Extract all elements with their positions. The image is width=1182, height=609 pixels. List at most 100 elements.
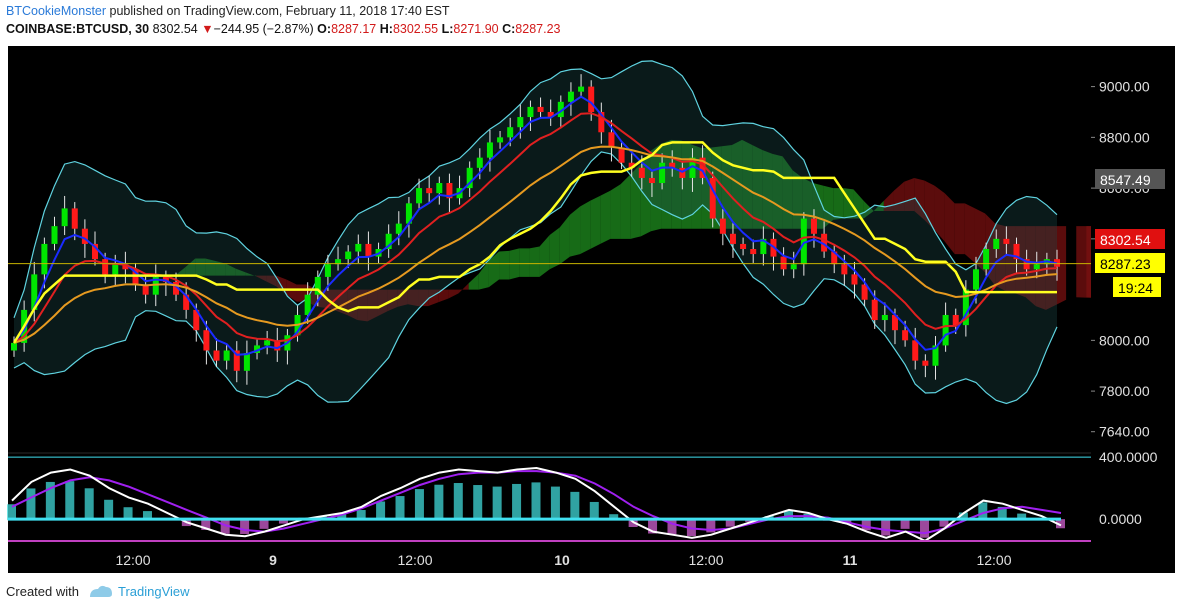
candle-body [780,256,787,270]
candle-body [416,188,423,204]
cloud-segment [468,273,479,290]
candle-body [628,162,635,168]
cloud-segment [569,206,581,257]
candle-body [962,289,969,326]
histogram-bar [26,488,36,521]
candle-body [233,350,240,371]
candle-body [699,157,706,178]
candle-body [952,314,959,326]
candle-body [851,274,858,285]
histogram-bar [958,512,968,521]
candle-body [51,226,58,244]
signal-line [11,470,1062,535]
cloud-segment [499,250,510,280]
cloud-segment [529,246,540,277]
candle-body [608,132,615,148]
price-axis: 9000.008800.008600.008400.008000.007800.… [1091,46,1175,452]
candle-body [618,147,625,163]
oscillator-tick-label: 400.0000 [1099,449,1158,465]
candle-body [142,284,149,295]
candle-body [1023,259,1030,270]
cloud-segment [195,258,206,276]
down-arrow-icon: ▼ [201,22,214,36]
last-price: 8302.54 [152,22,198,36]
candle-body [547,111,554,118]
histogram-bar [278,519,288,524]
cloud-segment [600,190,611,244]
candle-body [871,299,878,321]
candle-body [912,340,919,361]
candle-body [709,177,716,219]
cloud-segment [721,144,732,229]
histogram-bar [861,519,871,531]
candle-body [274,340,281,351]
candle-body [800,218,807,265]
low-label: L: [441,22,454,36]
candle-body [507,127,514,138]
price-change: −244.95 (−2.87%) [213,22,314,36]
histogram-bar [45,481,55,521]
time-tick-label: 12:00 [115,552,150,568]
histogram-bar [920,519,930,538]
candle-body [861,284,868,300]
cloud-segment [397,289,408,307]
histogram-bar [1017,513,1027,521]
histogram-bar [84,488,94,521]
histogram-bar [123,507,133,521]
candle-body [689,157,696,178]
chart-canvas[interactable]: 9000.008800.008600.008400.008000.007800.… [0,44,1182,575]
histogram-bar [667,519,677,535]
cloud-segment [377,289,388,317]
candle-body [173,281,180,295]
high-value: 8302.55 [392,22,439,36]
price-badge-label: 8547.49 [1100,172,1151,188]
candle-body [486,142,493,158]
candle-body [345,251,352,260]
candle-body [578,86,585,92]
candle-body [183,294,190,310]
candle-body [162,276,169,282]
price-badge-red [1095,229,1165,249]
histogram-bar [570,491,580,521]
candle-body [426,188,433,194]
cloud-segment [478,260,489,290]
cloud-segment [488,251,500,288]
candle-body [729,233,736,244]
candle-body [314,276,321,295]
cloud-segment [1025,226,1036,307]
candle-body [902,330,909,341]
open-value: 8287.17 [331,22,377,36]
published-text: published on TradingView.com, February 1… [109,4,450,18]
candle-body [810,218,817,234]
candle-body [831,251,838,265]
tradingview-logo-icon [90,585,112,597]
candle-body [81,228,88,244]
histogram-bar [473,485,483,521]
open-label: O: [317,22,332,36]
histogram-bar [512,483,522,521]
cloud-segment [904,177,915,211]
author-link[interactable]: BTCookieMonster [6,4,107,18]
candle-body [790,264,797,270]
candle-body [203,330,210,351]
time-tick-label: 12:00 [976,552,1011,568]
candle-body [638,167,645,178]
cloud-segment [559,214,570,265]
candle-body [659,162,666,184]
histogram-bar [7,504,16,521]
cloud-segment [650,143,662,232]
histogram-bar [434,484,444,521]
price-tick-label: 7640.00 [1099,424,1150,440]
price-badge-yellow [1113,277,1161,297]
price-tick-label: 9000.00 [1099,79,1150,95]
close-value: 8287.23 [515,22,561,36]
histogram-bar [939,519,949,527]
candle-body [972,269,979,290]
tradingview-link[interactable]: TradingView [118,584,190,599]
candle-body [598,111,605,133]
cloud-segment [458,283,469,294]
publish-line: BTCookieMonster published on TradingView… [6,4,450,18]
cloud-segment [580,200,591,255]
cloud-segment [256,275,267,282]
candle-body [405,203,412,224]
